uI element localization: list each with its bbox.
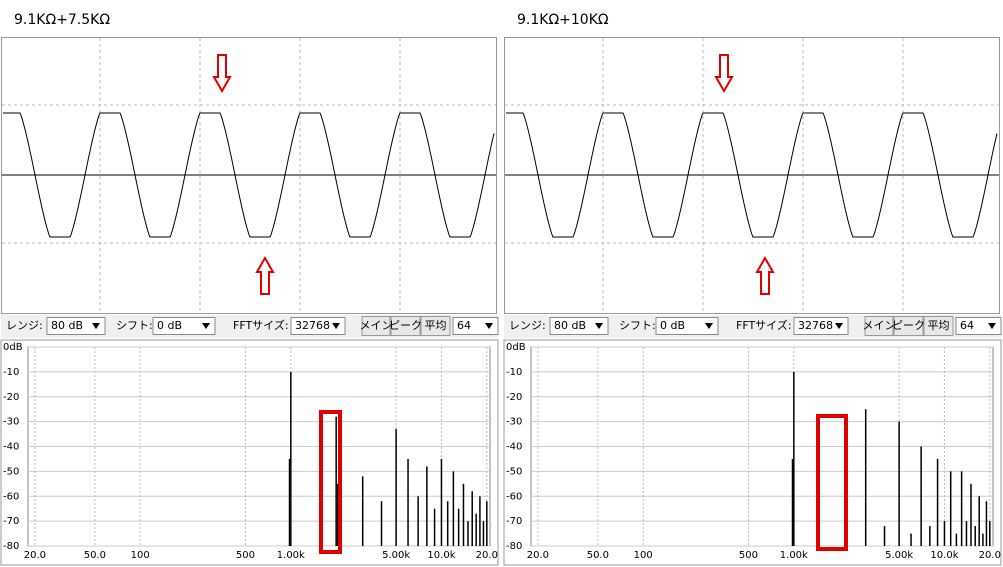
waveform (3, 112, 495, 238)
y-tick-label: -70 (3, 516, 19, 527)
y-tick-label: -20 (506, 392, 522, 403)
y-tick-label: -30 (506, 417, 522, 428)
dropdown[interactable] (46, 317, 106, 335)
x-tick-label: 500 (739, 550, 758, 561)
y-tick-label: 0dB (3, 342, 23, 353)
y-tick-label: -10 (3, 367, 19, 378)
dropdown-value: 0 dB (660, 319, 685, 332)
toolbar-label: レンジ: (6, 319, 43, 332)
marker-arrow (755, 255, 775, 295)
dropdown-arrow (485, 323, 493, 329)
x-tick-label: 100 (634, 550, 653, 561)
dropdown-arrow (92, 323, 100, 329)
button[interactable] (923, 316, 954, 336)
button-label: ピーク (389, 319, 422, 332)
dropdown-arrow (202, 323, 210, 329)
x-tick-label: 500 (236, 550, 255, 561)
button-label: メイン (360, 319, 393, 332)
dropdown[interactable] (152, 317, 216, 335)
panel-title: 9.1KΩ+7.5KΩ (14, 12, 110, 28)
y-tick-label: -70 (506, 516, 522, 527)
x-tick-label: 10.0k (427, 550, 455, 561)
button-label: メイン (863, 319, 896, 332)
dropdown-value: 32768 (295, 319, 330, 332)
button[interactable] (893, 316, 924, 336)
highlight-box (319, 410, 342, 554)
y-tick-label: -40 (3, 442, 19, 453)
button-label: 平均 (425, 319, 447, 332)
dropdown-value: 64 (960, 319, 974, 332)
toolbar-label: FFTサイズ: (736, 318, 792, 332)
dropdown[interactable] (655, 317, 719, 335)
dropdown-value: 80 dB (51, 319, 83, 332)
x-tick-label: 100 (131, 550, 150, 561)
y-tick-label: -80 (506, 541, 522, 552)
dropdown[interactable] (549, 317, 609, 335)
button-label: 平均 (928, 319, 950, 332)
y-tick-label: -30 (3, 417, 19, 428)
toolbar-label: シフト: (116, 319, 153, 332)
dropdown-value: 32768 (798, 319, 833, 332)
dropdown[interactable] (452, 317, 499, 335)
dropdown[interactable] (955, 317, 1002, 335)
button[interactable] (361, 316, 391, 336)
toolbar-label: シフト: (619, 319, 656, 332)
dropdown-arrow (835, 323, 843, 329)
x-tick-label: 1.00k (780, 550, 808, 561)
y-tick-label: -50 (506, 466, 522, 477)
y-tick-label: -80 (3, 541, 19, 552)
y-tick-label: -60 (506, 491, 522, 502)
dropdown-value: 80 dB (554, 319, 586, 332)
dropdown[interactable] (793, 317, 849, 335)
x-tick-label: 20.0 (476, 550, 498, 561)
y-tick-label: -10 (506, 367, 522, 378)
button[interactable] (390, 316, 421, 336)
button-label: ピーク (892, 319, 925, 332)
button[interactable] (864, 316, 894, 336)
y-tick-label: -20 (3, 392, 19, 403)
x-tick-label: 50.0 (587, 550, 609, 561)
x-tick-label: 10.0k (930, 550, 958, 561)
x-tick-label: 20.0 (24, 550, 46, 561)
dropdown[interactable] (290, 317, 346, 335)
marker-arrow (714, 54, 734, 94)
highlight-box (816, 414, 848, 551)
toolbar-label: レンジ: (509, 319, 546, 332)
button[interactable] (420, 316, 451, 336)
toolbar-label: FFTサイズ: (233, 318, 289, 332)
marker-arrow (255, 255, 275, 295)
x-tick-label: 20.0 (979, 550, 1001, 561)
x-tick-label: 5.00k (382, 550, 410, 561)
x-tick-label: 50.0 (84, 550, 106, 561)
y-tick-label: -60 (3, 491, 19, 502)
panel-title: 9.1KΩ+10KΩ (517, 12, 609, 28)
dropdown-value: 0 dB (157, 319, 182, 332)
y-tick-label: -50 (3, 466, 19, 477)
waveform (506, 112, 998, 238)
y-tick-label: -40 (506, 442, 522, 453)
dropdown-arrow (595, 323, 603, 329)
x-tick-label: 1.00k (277, 550, 305, 561)
dropdown-arrow (988, 323, 996, 329)
dropdown-arrow (332, 323, 340, 329)
x-tick-label: 20.0 (527, 550, 549, 561)
dropdown-arrow (705, 323, 713, 329)
marker-arrow (212, 54, 232, 94)
x-tick-label: 5.00k (885, 550, 913, 561)
dropdown-value: 64 (457, 319, 471, 332)
y-tick-label: 0dB (506, 342, 526, 353)
